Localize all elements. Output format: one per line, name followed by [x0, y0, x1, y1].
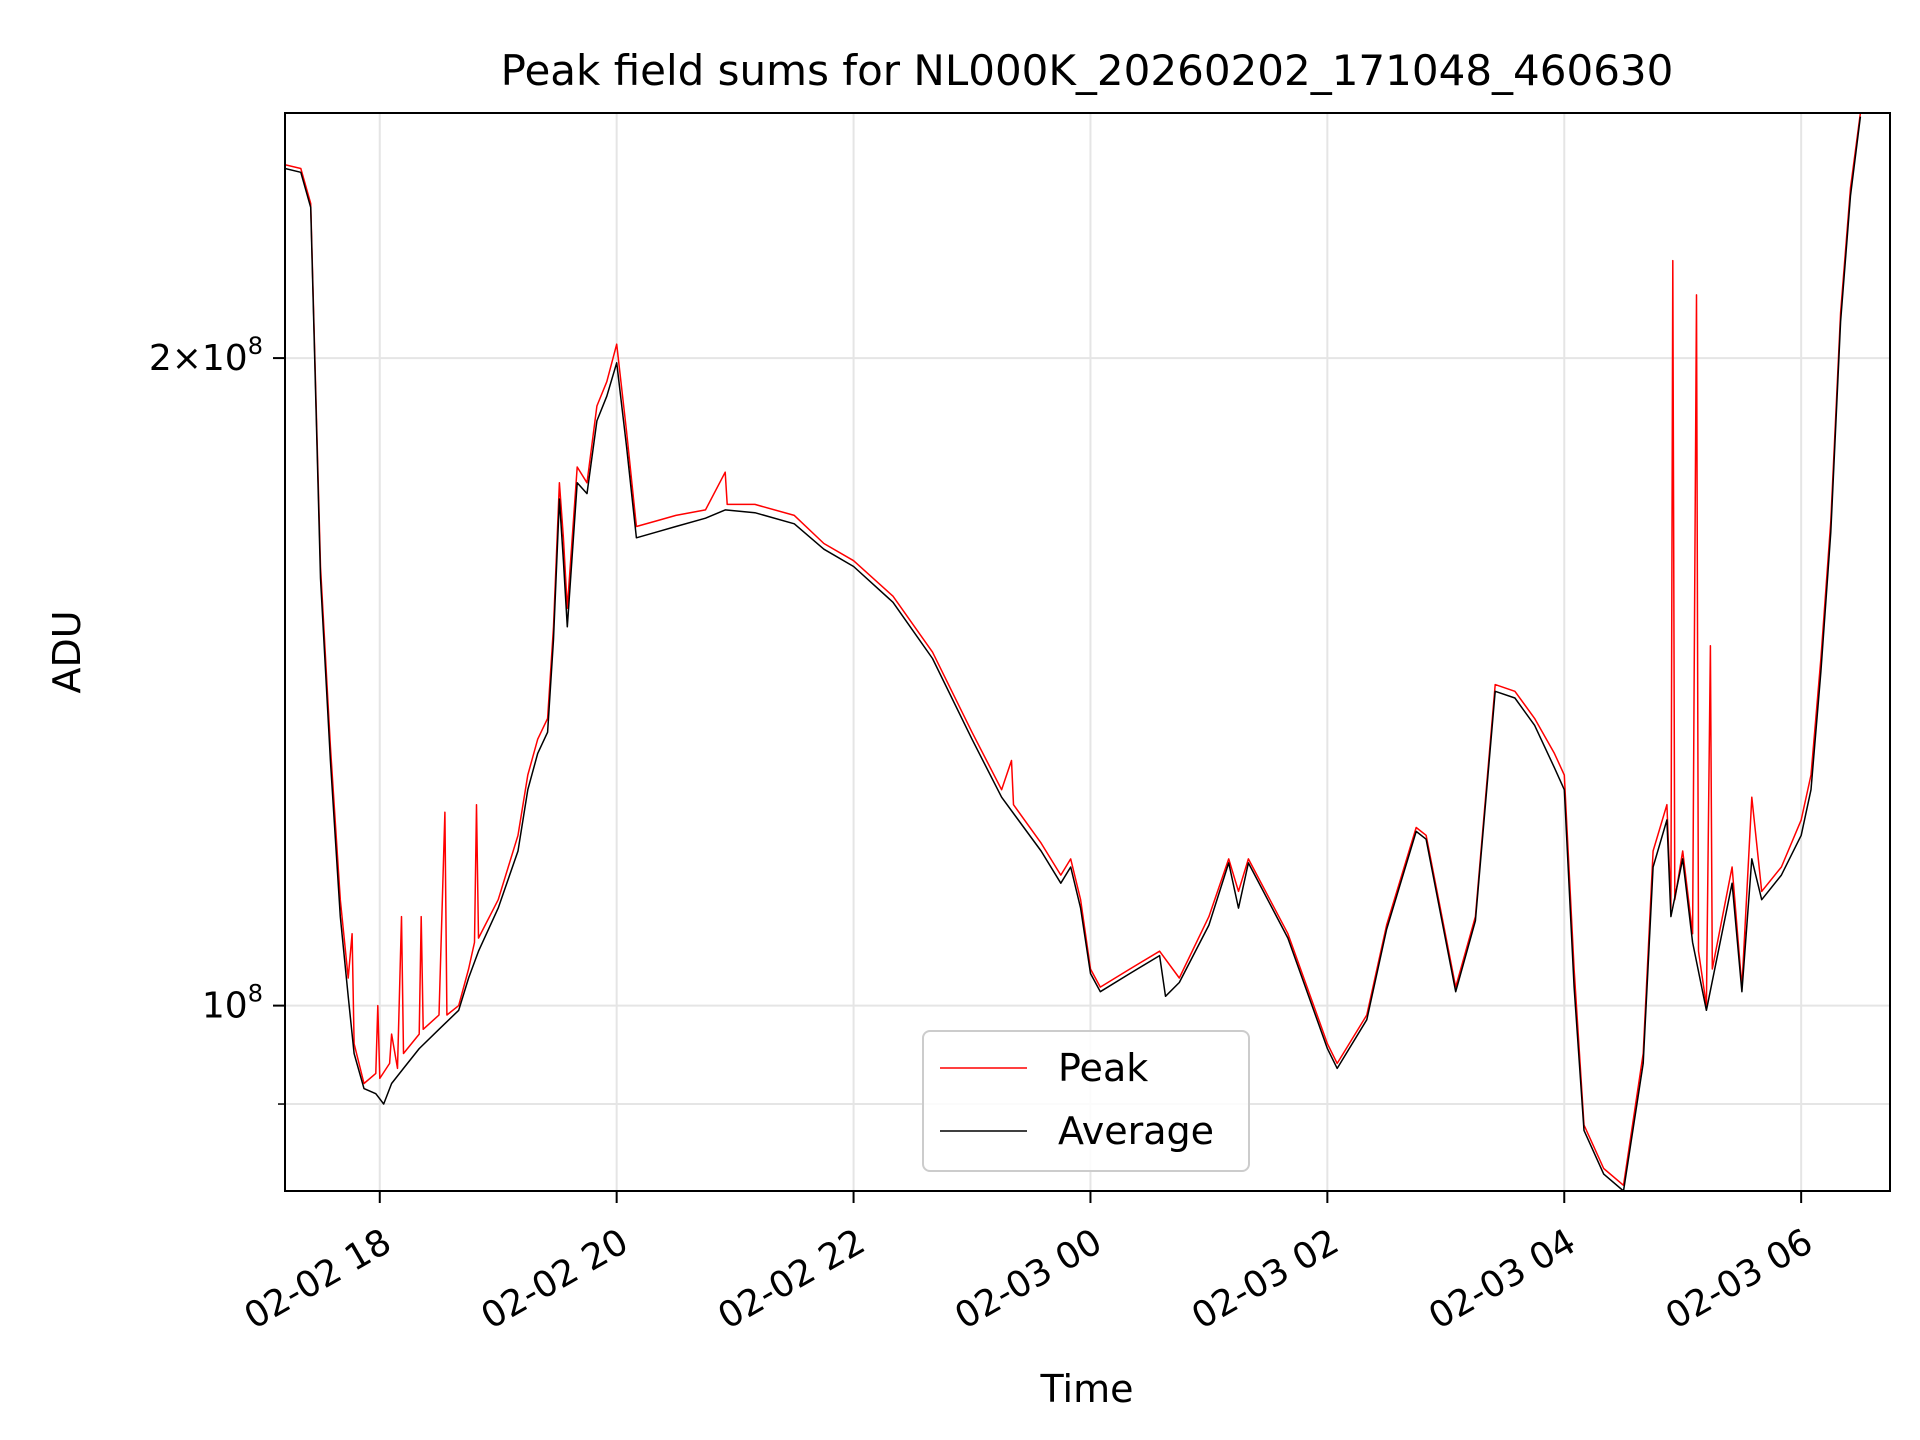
y-tick-label: 2×108: [149, 332, 263, 379]
y-tick-label: 108: [202, 980, 263, 1027]
series-line-average: [285, 116, 1862, 1191]
chart-title: Peak field sums for NL000K_20260202_1710…: [501, 46, 1674, 95]
legend-box: [922, 1030, 1250, 1172]
plot-frame: [284, 112, 1891, 1192]
legend-label-average: Average: [1058, 1109, 1214, 1153]
y-axis-label: ADU: [45, 610, 89, 693]
legend-label-peak: Peak: [1058, 1046, 1148, 1090]
grid-layer: [285, 113, 1890, 1191]
series-line-peak: [285, 113, 1862, 1187]
legend: Peak Average: [922, 1030, 1250, 1172]
x-axis-label: Time: [1040, 1367, 1134, 1411]
series-layer: [285, 113, 1862, 1191]
